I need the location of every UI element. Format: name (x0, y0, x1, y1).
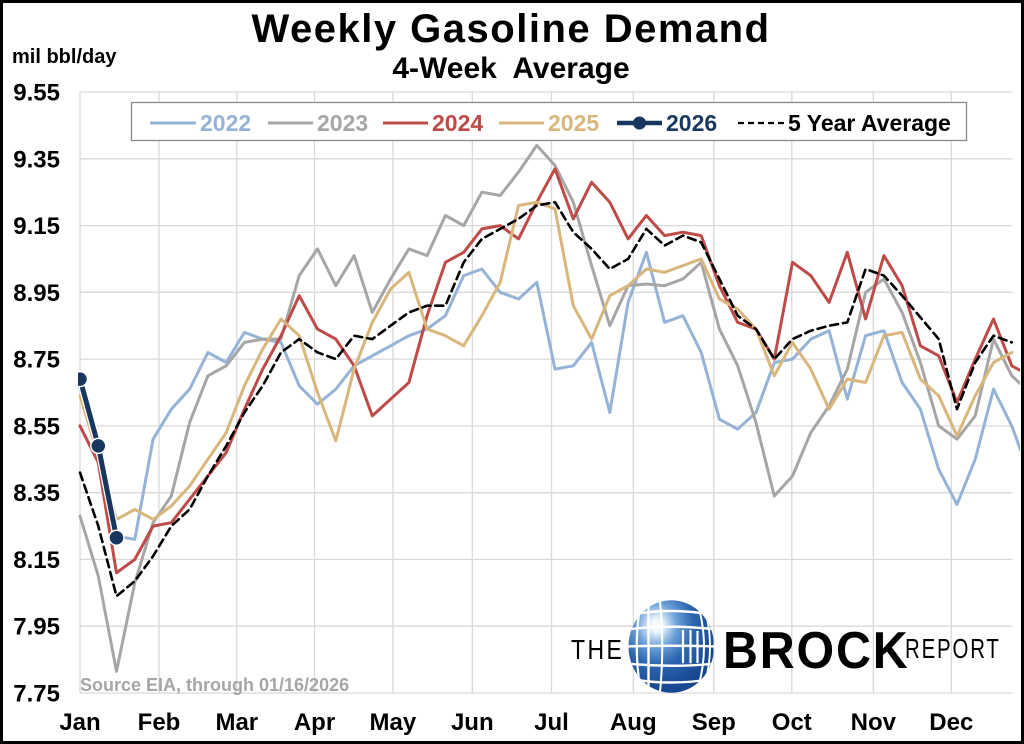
svg-text:Source EIA, through 01/16/2026: Source EIA, through 01/16/2026 (80, 675, 349, 695)
svg-text:Weekly Gasoline Demand: Weekly Gasoline Demand (251, 7, 770, 51)
svg-text:REPORT: REPORT (905, 634, 1001, 665)
svg-text:Oct: Oct (772, 709, 812, 736)
svg-text:Jan: Jan (59, 709, 100, 736)
svg-text:7.95: 7.95 (13, 614, 60, 641)
svg-text:Jun: Jun (451, 709, 494, 736)
svg-text:May: May (370, 709, 417, 736)
svg-text:Nov: Nov (851, 709, 897, 736)
svg-text:Apr: Apr (294, 709, 335, 736)
svg-text:8.75: 8.75 (13, 347, 60, 374)
svg-text:Jul: Jul (534, 709, 569, 736)
svg-text:mil bbl/day: mil bbl/day (12, 46, 117, 68)
svg-text:THE: THE (571, 635, 624, 666)
svg-text:8.95: 8.95 (13, 280, 60, 307)
svg-text:9.55: 9.55 (13, 80, 60, 107)
svg-text:Mar: Mar (215, 709, 258, 736)
svg-text:BROCK: BROCK (723, 621, 910, 679)
svg-text:9.35: 9.35 (13, 146, 60, 173)
svg-text:8.55: 8.55 (13, 413, 60, 440)
svg-text:4-Week Average: 4-Week Average (392, 52, 629, 85)
svg-text:5 Year Average: 5 Year Average (788, 110, 951, 136)
svg-text:Dec: Dec (929, 709, 973, 736)
svg-text:Aug: Aug (610, 709, 657, 736)
svg-text:8.15: 8.15 (13, 547, 60, 574)
svg-text:2026: 2026 (666, 110, 717, 136)
svg-text:8.35: 8.35 (13, 480, 60, 507)
svg-text:2024: 2024 (432, 110, 483, 136)
svg-text:2025: 2025 (548, 110, 599, 136)
svg-text:Feb: Feb (138, 709, 181, 736)
svg-text:7.75: 7.75 (13, 681, 60, 708)
svg-text:2023: 2023 (317, 110, 368, 136)
svg-text:2022: 2022 (200, 110, 251, 136)
svg-text:Sep: Sep (692, 709, 736, 736)
svg-text:9.15: 9.15 (13, 213, 60, 240)
